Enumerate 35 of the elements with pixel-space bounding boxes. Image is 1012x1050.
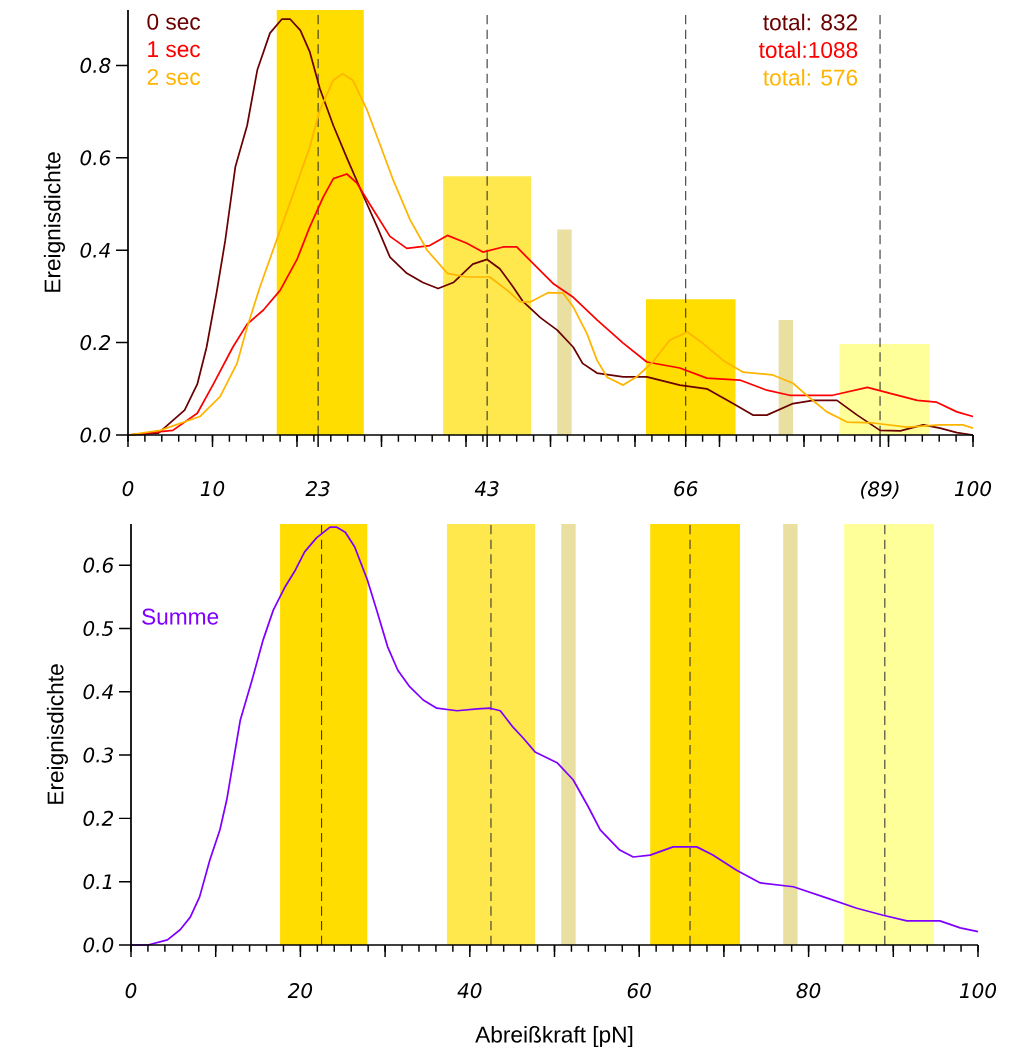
x-tick-label: 100 [954,481,992,497]
text: 1 sec [148,41,201,58]
x-tick-label: 10 [200,481,225,497]
x-tick-label: 60 [627,983,651,999]
x-tick-label: 43 [474,481,499,497]
y-tick-label: 0.6 [83,557,114,573]
x-tick-label: 23 [305,481,330,497]
y-tick-label: 0.8 [80,57,111,73]
y-tick-label: 0.2 [80,335,111,351]
y-axis-title: Ereignisdichte [46,664,68,804]
annotation: total: 832 [763,13,858,31]
x-axis-title: Abreißkraft [pN] [475,1026,633,1048]
x-tick-label: 40 [457,983,482,999]
annotation: total: 576 [763,68,858,86]
y-axis-title: Ereignisdichte [43,152,65,292]
x-tick-label: (89) [861,481,899,499]
y-tick-label: 0.2 [83,810,114,826]
x-tick-label: 0 [122,481,134,497]
text: Summe [142,608,219,625]
y-tick-label: 0.5 [83,620,114,637]
y-tick-label: 0.4 [80,242,110,258]
text: 0 sec [147,13,201,30]
y-tick-label: 0.0 [80,427,111,443]
x-tick-label: 20 [287,983,313,999]
x-tick-label: 0 [125,983,137,999]
y-tick-label: 0.3 [83,747,113,763]
x-tick-label: 80 [796,983,821,999]
y-tick-label: 0.1 [83,874,112,890]
x-tick-label: 66 [674,481,698,497]
text: 2 sec [147,68,201,86]
x-tick-label: 100 [959,983,997,999]
y-tick-label: 0.0 [83,937,114,953]
y-tick-label: 0.4 [83,684,113,700]
annotation: total:1088 [758,41,858,58]
y-tick-label: 0.6 [80,150,111,166]
